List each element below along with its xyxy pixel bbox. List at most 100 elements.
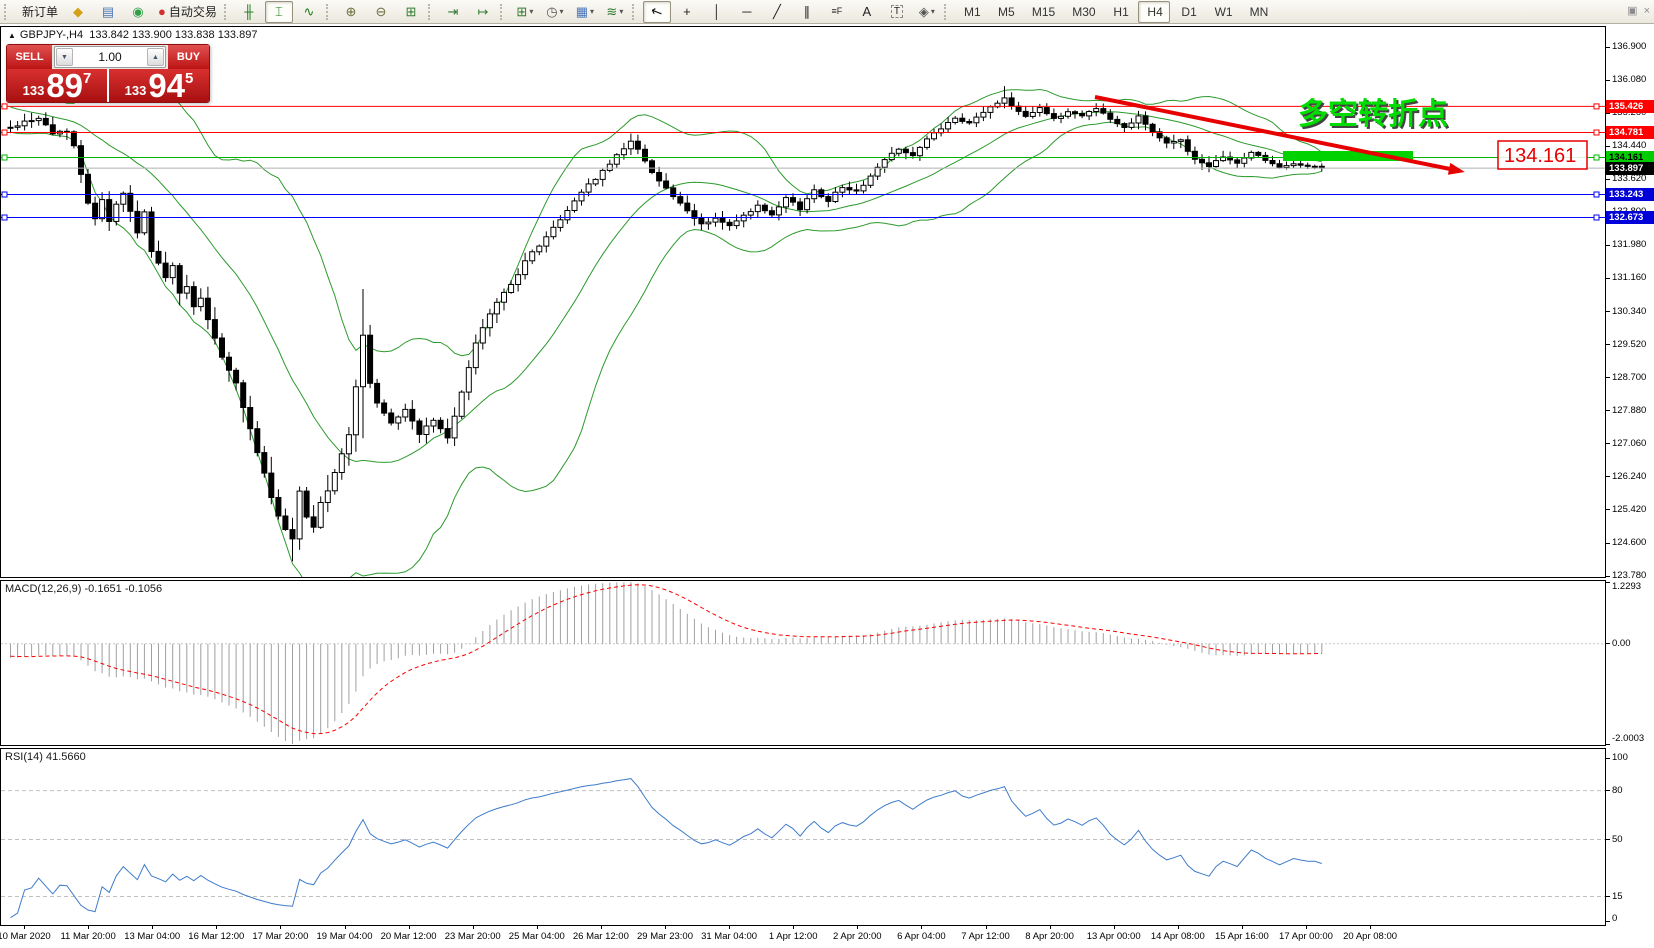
rsi-tick-mark [1606,790,1610,792]
resistance-line-2-right-handle[interactable] [1593,129,1600,136]
support-line-1-price-tag: 133.243 [1606,187,1654,201]
pivot-line-right-handle[interactable] [1593,154,1600,161]
trendline-button[interactable]: ╱ [763,1,791,23]
candle [367,324,374,389]
support-line-1-right-handle[interactable] [1593,191,1600,198]
support-zone-rectangle[interactable] [1283,151,1413,161]
timeframe-d1[interactable]: D1 [1172,1,1204,23]
candle [931,128,937,141]
volume-up-button[interactable]: ▲ [147,48,164,66]
candle [388,408,395,426]
trend-arrow-line[interactable] [1094,95,1456,172]
pivot-line-left-handle[interactable] [1,154,8,161]
resistance-line-1-right-handle[interactable] [1593,103,1600,110]
price-tick-mark [1606,410,1610,412]
dropdown-caret-icon[interactable]: ▾ [590,7,595,16]
sound-alert-button[interactable]: ◉ [124,1,152,23]
price-callout-box[interactable] [1497,140,1588,170]
macd-pane[interactable] [1,581,1605,745]
dropdown-caret-icon[interactable]: ▾ [619,7,624,16]
support-line-2-left-handle[interactable] [1,214,8,221]
support-line-1-left-handle[interactable] [1,191,8,198]
chart-shift-button[interactable]: ↦ [469,1,497,23]
dropdown-caret-icon[interactable]: ▾ [930,7,935,16]
resistance-line-2-left-handle[interactable] [1,129,8,136]
indicators-button[interactable]: ≋ ▾ [601,1,629,23]
bollinger-middle-band[interactable] [10,106,1322,463]
templates-button[interactable]: ▦ ▾ [571,1,599,23]
rsi-pane[interactable] [1,749,1605,925]
zoom-in-icon: ⊕ [345,4,357,19]
vertical-line-button[interactable]: │ [703,1,731,23]
toolbar-group-handle[interactable] [325,3,332,20]
candle [324,475,331,513]
trend-arrow-head [1447,162,1465,175]
buy-price[interactable]: 133 94 5 [109,69,209,102]
candle [599,168,606,187]
zoom-in-button[interactable]: ⊕ [337,1,365,23]
toolbar-group-handle[interactable] [427,3,434,20]
crosshair-button[interactable]: + [673,1,701,23]
fibonacci-button[interactable]: ≡F [823,1,851,23]
pane-separator-macd[interactable] [0,577,1606,581]
support-line-2-right-handle[interactable] [1593,214,1600,221]
bollinger-upper-band[interactable] [10,74,1323,357]
periods-button[interactable]: ◷ ▾ [541,1,569,23]
toolbar-group-handle[interactable] [943,3,950,20]
sell-price[interactable]: 133 89 7 [7,69,107,102]
candle [21,113,28,131]
text-button[interactable]: A [853,1,881,23]
bollinger-lower-band[interactable] [10,121,1322,577]
time-tick-mark [857,925,859,929]
chart-close-icon[interactable]: × [1643,5,1650,17]
support-line-2-price-tag: 132.673 [1606,210,1654,224]
chart-restore-icon[interactable]: ▣ [1627,5,1638,17]
candle [479,319,486,350]
timeframe-m15[interactable]: M15 [1023,1,1061,23]
toolbar-group-handle[interactable] [223,3,230,20]
pane-separator-rsi[interactable] [0,745,1606,749]
candle [1149,122,1156,137]
timeframe-m1[interactable]: M1 [955,1,987,23]
rsi-axis-label: 100 [1612,752,1628,763]
new-order-button[interactable]: 新订单 [15,1,62,23]
text-label-button[interactable]: T [883,1,911,23]
auto-scroll-button[interactable]: ⇥ [439,1,467,23]
timeframe-m5[interactable]: M5 [989,1,1021,23]
candle [1234,157,1241,169]
note-text[interactable]: 多空转折点 [1298,98,1448,131]
terminal-window-button[interactable]: ▤ [94,1,122,23]
zoom-out-button[interactable]: ⊖ [367,1,395,23]
timeframe-mn[interactable]: MN [1241,1,1275,23]
new-chart-button[interactable]: ⊞ ▾ [511,1,539,23]
equidistant-channel-button[interactable]: ∥ [793,1,821,23]
bar-chart-button[interactable]: ╫ [235,1,263,23]
volume-down-button[interactable]: ▼ [56,48,73,66]
cursor-button[interactable]: ↖ [642,0,671,23]
price-tick-label: 129.520 [1612,338,1647,350]
resistance-line-1-left-handle[interactable] [1,103,8,110]
timeframe-w1[interactable]: W1 [1206,1,1239,23]
timeframe-h1[interactable]: H1 [1104,1,1136,23]
timeframe-m30[interactable]: M30 [1063,1,1101,23]
toolbar-group-handle[interactable] [499,3,506,20]
history-center-button[interactable]: ◆ [64,1,92,23]
shapes-icon: ◈ [918,4,929,19]
arrows-button[interactable]: ◈ ▾ [913,1,941,23]
dropdown-caret-icon[interactable]: ▾ [529,7,534,16]
buy-button[interactable]: BUY [168,45,209,69]
toolbar-group-handle[interactable] [4,3,10,20]
sell-button[interactable]: SELL [7,45,52,69]
line-chart-button[interactable]: ∿ [295,1,323,23]
tile-windows-button[interactable]: ⊞ [397,1,425,23]
volume-input[interactable]: 1.00 [98,50,122,64]
timeframe-h4[interactable]: H4 [1137,0,1170,23]
panel-collapse-icon[interactable]: ▲ [8,31,16,40]
dropdown-caret-icon[interactable]: ▾ [559,7,564,16]
candle [148,206,155,258]
toolbar-group-handle[interactable] [631,3,638,20]
candlestick-chart-button[interactable]: ⌶ [264,0,293,23]
auto-trading-button[interactable]: ● 自动交易 [154,1,221,23]
horizontal-line-button[interactable]: ─ [733,1,761,23]
